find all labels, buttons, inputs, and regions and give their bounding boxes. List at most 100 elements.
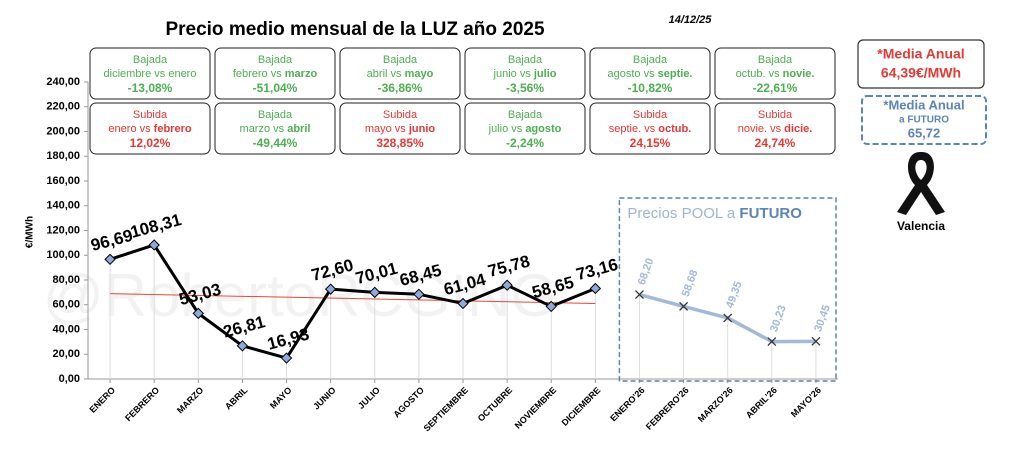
box-kind: Bajada (383, 54, 418, 66)
y-tick-label: 140,00 (46, 200, 80, 212)
box-value: -49,44% (253, 136, 298, 150)
annotation-box (464, 102, 586, 155)
x-tick-label: MARZO'26 (696, 385, 735, 424)
box-desc-a: abril vs (367, 68, 405, 80)
box-desc-b: febrero (154, 123, 192, 135)
box-desc: marzo vs abril (240, 123, 311, 135)
marker (679, 301, 689, 311)
annotation-box (339, 47, 461, 100)
chart-title: Precio medio mensual de la LUZ año 2025 (165, 19, 545, 40)
box-desc: julio vs agosto (488, 123, 562, 135)
annotation-box (339, 102, 461, 155)
marker (148, 239, 160, 251)
future-box-title-a: Precios POOL a (627, 205, 739, 222)
box-desc-a: febrero vs (233, 68, 285, 80)
data-label: 58,68 (680, 268, 701, 298)
marker (457, 297, 469, 310)
annotation-box (714, 102, 836, 155)
box-desc-a: julio vs (488, 123, 526, 135)
x-tick-label: SEPTIEMBRE (422, 385, 470, 433)
marker (192, 307, 205, 320)
y-tick-label: 80,00 (52, 274, 80, 286)
media-anual-box (857, 39, 985, 89)
box-desc-b: novie. (783, 68, 815, 80)
data-label: 73,16 (574, 255, 620, 284)
box-desc-b: dicie. (784, 123, 812, 135)
box-desc-a: mayo vs (365, 123, 409, 135)
annotation-box (89, 47, 211, 100)
box-kind: Bajada (258, 54, 293, 66)
box-desc-a: junio vs (493, 68, 534, 80)
x-tick-label: JULIO (356, 385, 382, 411)
box-kind: Bajada (258, 109, 293, 121)
box-desc: abril vs mayo (367, 68, 434, 80)
box-value: -10,82% (628, 81, 673, 95)
y-tick-label: 0,00 (59, 373, 80, 385)
y-tick-label: 180,00 (46, 150, 80, 162)
box-desc: septie. vs octub. (609, 123, 692, 135)
box-desc-a: octub. vs (736, 68, 783, 80)
marker (324, 283, 337, 295)
series-line (109, 243, 596, 360)
y-tick-label: 160,00 (46, 175, 80, 187)
marker (501, 279, 513, 291)
box-desc-b: mayo (405, 68, 434, 80)
data-label: 96,69 (89, 226, 135, 255)
box-kind: Subida (633, 109, 668, 121)
marker (811, 336, 821, 346)
box-kind: Bajada (508, 54, 543, 66)
box-desc-b: junio (408, 123, 436, 135)
box-value: -3,56% (506, 81, 544, 95)
box-value: -36,86% (378, 81, 423, 95)
x-tick-label: MARZO (175, 385, 205, 415)
data-label: 68,20 (636, 257, 657, 287)
x-tick-label: FEBRERO'26 (644, 385, 691, 432)
x-tick-label: MAYO'26 (789, 385, 823, 419)
x-tick-label: OCTUBRE (476, 385, 515, 424)
media-futuro-box (861, 95, 987, 145)
box-desc: febrero vs marzo (233, 68, 318, 80)
marker (723, 313, 733, 323)
box-desc-a: novie. vs (738, 123, 784, 135)
x-tick-label: DICIEMBRE (560, 385, 603, 428)
x-tick-label: AGOSTO (391, 385, 426, 420)
box-kind: Subida (133, 109, 168, 121)
y-tick-label: 40,00 (52, 323, 80, 335)
box-value: 24,74% (755, 136, 796, 150)
box-value: -2,24% (506, 136, 544, 150)
x-tick-label: MAYO (268, 385, 294, 411)
box-desc-b: septie. (658, 68, 693, 80)
data-label: 108,31 (128, 210, 183, 242)
y-axis-label: €/MWh (25, 216, 36, 248)
box-desc-b: marzo (285, 68, 318, 80)
box-kind: Subida (383, 109, 418, 121)
marker (545, 300, 557, 313)
annotation-box (589, 47, 711, 100)
marker (767, 337, 777, 347)
box-desc: novie. vs dicie. (738, 123, 813, 135)
x-tick-label: NOVIEMBRE (513, 385, 559, 431)
annotation-box (464, 47, 586, 100)
future-box-title-b: FUTURO (739, 205, 802, 222)
x-tick-label: ABRIL (223, 385, 250, 412)
annotation-box (214, 102, 336, 155)
marker (280, 352, 293, 364)
box-desc-b: abril (287, 123, 310, 135)
box-desc-a: enero vs (108, 123, 153, 135)
media-anual-label: *Media Anual (877, 46, 964, 62)
media-anual-value: 64,39€/MWh (881, 65, 961, 81)
box-desc: enero vs febrero (108, 123, 191, 135)
marker (413, 288, 425, 301)
y-tick-label: 220,00 (46, 101, 80, 113)
y-tick-label: 20,00 (52, 348, 80, 360)
box-desc: junio vs julio (493, 68, 557, 80)
x-tick-label: ENERO (87, 385, 117, 415)
watermark: @RobertoRCGING (43, 262, 557, 329)
box-desc-a: agosto vs (608, 68, 658, 80)
box-value: 24,15% (630, 136, 671, 150)
box-kind: Bajada (133, 54, 168, 66)
marker (236, 340, 249, 352)
box-value: 12,02% (130, 136, 171, 150)
y-tick-label: 60,00 (52, 299, 80, 311)
box-desc-a: marzo vs (240, 123, 288, 135)
